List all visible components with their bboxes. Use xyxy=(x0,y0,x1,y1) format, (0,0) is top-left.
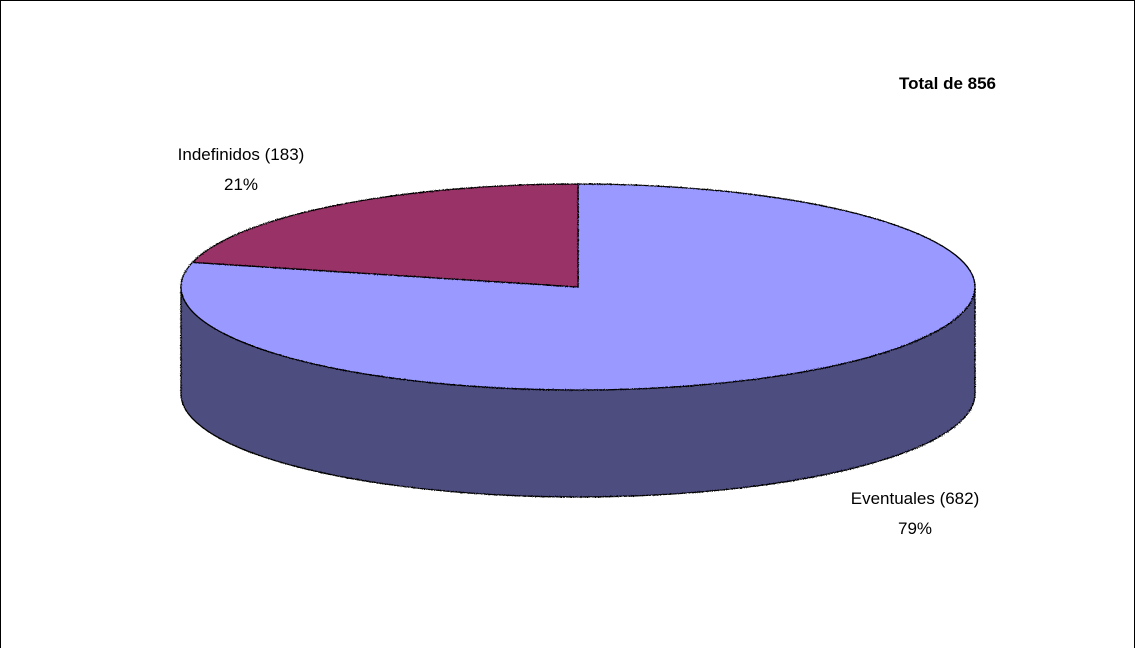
slice-eventuales xyxy=(180,183,976,391)
chart-title: Total de 856 xyxy=(899,74,996,93)
slice-percent-indefinidos: 21% xyxy=(224,175,258,194)
slice-percent-eventuales: 79% xyxy=(898,519,932,538)
slice-label-indefinidos: Indefinidos (183) xyxy=(178,145,305,164)
pie-body xyxy=(180,183,976,498)
slice-indefinidos xyxy=(191,183,579,288)
slice-label-eventuales: Eventuales (682) xyxy=(851,489,980,508)
